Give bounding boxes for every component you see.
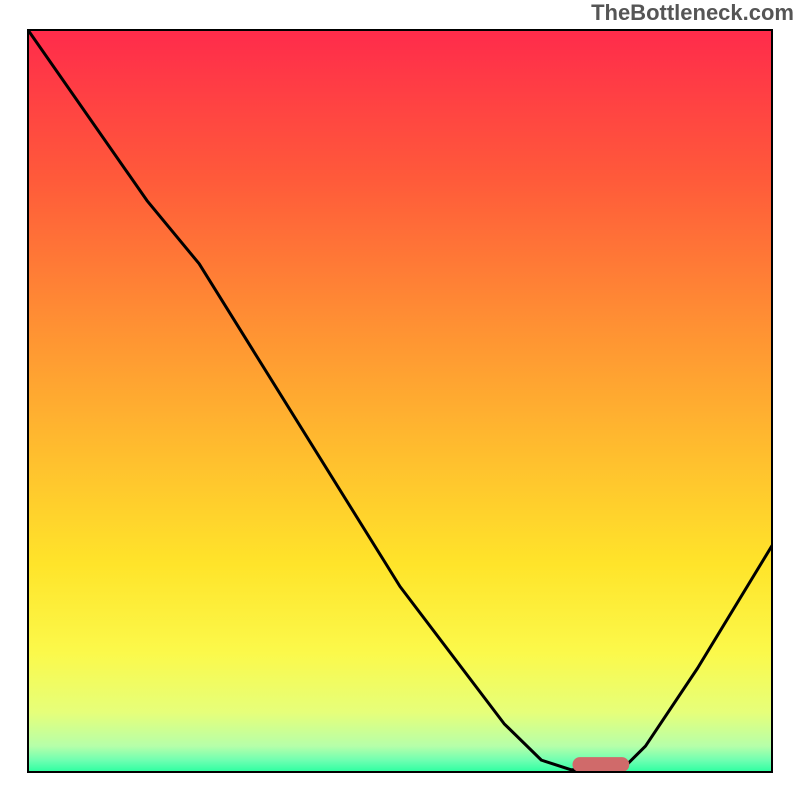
optimum-marker <box>573 758 629 772</box>
chart-root: TheBottleneck.com <box>0 0 800 800</box>
gradient-background <box>28 30 772 772</box>
chart-svg <box>0 0 800 800</box>
